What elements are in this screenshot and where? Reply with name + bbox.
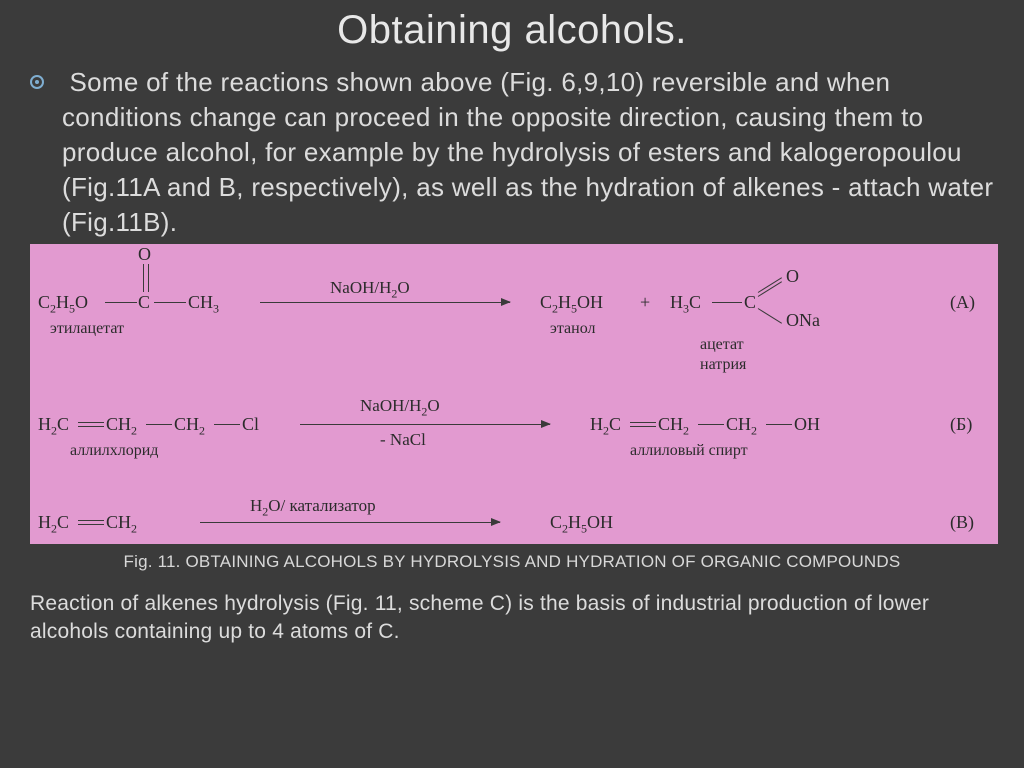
rB-rb1 bbox=[698, 424, 724, 425]
rC-tag: (В) bbox=[950, 512, 974, 533]
bullet-block: Some of the reactions shown above (Fig. … bbox=[30, 65, 994, 240]
rB-b2 bbox=[214, 424, 240, 425]
rA-p2-ang2 bbox=[758, 309, 782, 325]
rA-left: C2H5O bbox=[38, 292, 88, 317]
rA-bond1 bbox=[105, 302, 137, 303]
rA-bond2 bbox=[154, 302, 186, 303]
slide-title: Obtaining alcohols. bbox=[30, 8, 994, 53]
rB-b1 bbox=[146, 424, 172, 425]
rA-p1: C2H5OH bbox=[540, 292, 603, 317]
rA-p2-ang1a bbox=[758, 278, 782, 294]
rA-p2-ONa: ONa bbox=[786, 310, 820, 331]
rA-vb2 bbox=[148, 264, 149, 292]
rB-r1: H2C bbox=[590, 414, 621, 439]
footer-text: Reaction of alkenes hydrolysis (Fig. 11,… bbox=[30, 590, 994, 645]
rB-db bbox=[78, 422, 104, 427]
rB-oh: OH bbox=[794, 414, 820, 435]
rC-ch2: CH2 bbox=[106, 512, 137, 537]
rA-plus: + bbox=[640, 292, 650, 313]
rA-vb1 bbox=[143, 264, 144, 292]
rB-rdb bbox=[630, 422, 656, 427]
rA-tag: (A) bbox=[950, 292, 975, 313]
rC-reagent: H2O/ катализатор bbox=[250, 496, 376, 519]
rA-p2-O: O bbox=[786, 266, 799, 287]
rA-reagent: NaOH/H2O bbox=[330, 278, 410, 301]
rB-arrow bbox=[300, 424, 550, 425]
rC-right: C2H5OH bbox=[550, 512, 613, 537]
rA-p2c: C bbox=[744, 292, 756, 313]
rA-p2h: H3C bbox=[670, 292, 701, 317]
body-text: Some of the reactions shown above (Fig. … bbox=[62, 65, 994, 240]
rB-cl: Cl bbox=[242, 414, 259, 435]
rB-rb2 bbox=[766, 424, 792, 425]
rA-p1-label: этанол bbox=[550, 320, 596, 338]
rA-arrow bbox=[260, 302, 510, 303]
rB-left-label: аллилхлорид bbox=[70, 442, 158, 460]
rB-left: H2C bbox=[38, 414, 69, 439]
rA-left-label: этилацетат bbox=[50, 320, 124, 338]
rB-reagent2: - NaCl bbox=[380, 430, 426, 450]
rC-db bbox=[78, 520, 104, 525]
rB-ch2b: CH2 bbox=[174, 414, 205, 439]
bullet-icon bbox=[30, 75, 44, 89]
rB-ch2a: CH2 bbox=[106, 414, 137, 439]
rA-O: O bbox=[138, 244, 151, 265]
rB-tag: (Б) bbox=[950, 414, 972, 435]
rC-arrow bbox=[200, 522, 500, 523]
rA-p2-bond bbox=[712, 302, 742, 303]
rB-right-label: аллиловый спирт bbox=[630, 442, 748, 460]
rB-r3: CH2 bbox=[726, 414, 757, 439]
rA-p2-l2: натрия bbox=[700, 356, 746, 374]
rB-reagent1: NaOH/H2O bbox=[360, 396, 440, 419]
reaction-diagram: C2H5O C CH3 O этилацетат NaOH/H2O C2H5OH… bbox=[30, 244, 998, 544]
rC-left: H2C bbox=[38, 512, 69, 537]
figure-caption: Fig. 11. OBTAINING ALCOHOLS BY HYDROLYSI… bbox=[30, 552, 994, 572]
rA-c: C bbox=[138, 292, 150, 313]
rA-p2-l1: ацетат bbox=[700, 336, 744, 354]
slide: Obtaining alcohols. Some of the reaction… bbox=[0, 0, 1024, 768]
rB-r2: CH2 bbox=[658, 414, 689, 439]
rA-ch3: CH3 bbox=[188, 292, 219, 317]
